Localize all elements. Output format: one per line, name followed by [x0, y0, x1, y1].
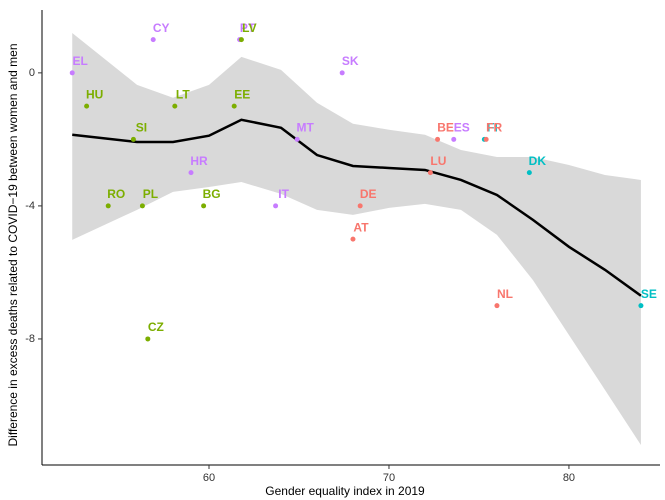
- point-label: LV: [242, 21, 256, 35]
- x-tick-label: 80: [563, 472, 575, 484]
- point: [483, 136, 489, 142]
- point-label: PL: [143, 187, 158, 201]
- y-tick-label: -8: [25, 333, 35, 345]
- point: [350, 236, 356, 242]
- point: [150, 37, 156, 43]
- point-label: IT: [278, 187, 289, 201]
- point-label: EE: [234, 87, 250, 101]
- point: [105, 203, 111, 209]
- point: [145, 336, 151, 342]
- point-label: SE: [641, 287, 657, 301]
- point: [188, 170, 194, 176]
- point: [638, 303, 644, 309]
- point-label: HU: [86, 87, 103, 101]
- y-axis-title: Difference in excess deaths related to C…: [6, 43, 20, 446]
- y-tick-label: -4: [25, 200, 35, 212]
- point-label: PT: [240, 21, 256, 35]
- point: [357, 203, 363, 209]
- y-tick-label: 0: [29, 67, 35, 79]
- point-label: CY: [153, 21, 170, 35]
- point-label: FI: [487, 121, 498, 135]
- point-label: EL: [73, 54, 88, 68]
- point-label: SI: [136, 121, 147, 135]
- point: [172, 103, 178, 109]
- point: [273, 203, 279, 209]
- point-label: HR: [190, 154, 208, 168]
- point: [130, 136, 136, 142]
- point: [231, 103, 237, 109]
- point: [494, 303, 500, 309]
- point: [526, 170, 532, 176]
- point-label: RO: [107, 187, 125, 201]
- point: [435, 136, 441, 142]
- point-label: FR: [486, 121, 502, 135]
- point: [238, 37, 244, 43]
- point-label: LU: [430, 154, 446, 168]
- point: [294, 136, 300, 142]
- point-label: BE: [437, 121, 454, 135]
- x-tick-label: 60: [203, 472, 215, 484]
- point: [451, 136, 457, 142]
- point: [139, 203, 145, 209]
- point-label: SK: [342, 54, 359, 68]
- point-label: BG: [203, 187, 221, 201]
- point: [69, 70, 75, 76]
- point-label: AT: [353, 220, 369, 234]
- point: [201, 203, 207, 209]
- point-label: CZ: [148, 320, 164, 334]
- confidence-band: [72, 32, 641, 446]
- point: [84, 103, 90, 109]
- x-tick-label: 70: [383, 472, 395, 484]
- point-label: LT: [176, 87, 190, 101]
- smooth-line: [72, 118, 642, 297]
- point: [427, 170, 433, 176]
- x-axis-title: Gender equality index in 2019: [265, 484, 425, 498]
- point-label: DK: [529, 154, 547, 168]
- point-label: MT: [297, 121, 315, 135]
- point-label: ES: [454, 121, 470, 135]
- point-label: DE: [360, 187, 377, 201]
- point: [339, 70, 345, 76]
- point-label: NL: [497, 287, 513, 301]
